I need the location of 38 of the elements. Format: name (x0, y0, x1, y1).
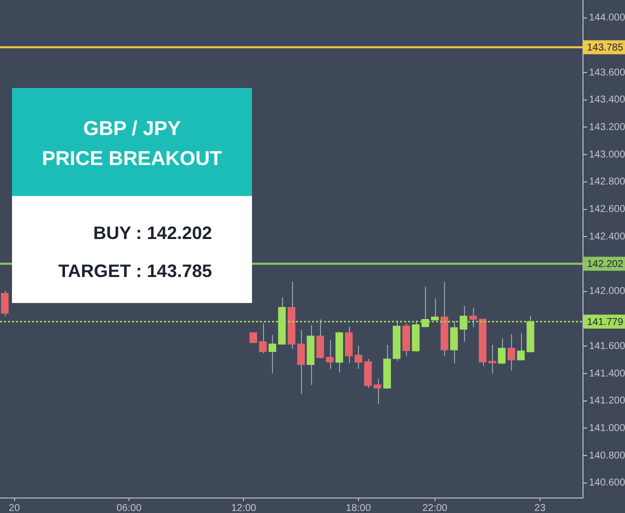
x-tick-label: 06:00 (116, 502, 142, 513)
x-tick-label: 23 (534, 502, 546, 513)
candlestick (507, 333, 516, 371)
candlestick (354, 346, 362, 370)
x-tick-label: 18:00 (346, 502, 372, 513)
y-tick-label: 143.600 (589, 67, 625, 78)
y-tick-label: 140.800 (589, 450, 625, 462)
y-tick-label: 141.000 (589, 422, 625, 434)
candlestick (259, 322, 267, 354)
candlestick (345, 326, 353, 364)
candlestick (0, 290, 9, 317)
annotation: TARGET : 143.785 (57, 260, 212, 283)
ref-line-label: 143.785 (587, 42, 624, 54)
y-tick-label: 140.600 (589, 478, 625, 489)
y-tick-label: 143.400 (589, 94, 625, 106)
candlestick (517, 332, 525, 360)
y-tick-label: 142.600 (589, 204, 625, 216)
ref-line-label: 142.202 (587, 259, 624, 270)
ref-line-label: 141.779 (587, 316, 624, 328)
candlestick (469, 307, 477, 328)
candlestick (316, 318, 324, 359)
y-tick-label: 144.000 (589, 12, 625, 24)
y-tick-label: 142.400 (589, 231, 625, 242)
x-tick-label: 20 (8, 502, 20, 513)
x-tick-label: 22:00 (422, 502, 448, 513)
candlestick (326, 339, 334, 370)
y-tick-label: 143.000 (589, 149, 625, 160)
candlestick (498, 338, 506, 364)
y-tick-label: 141.400 (589, 368, 625, 380)
y-tick-label: 141.200 (589, 396, 625, 407)
y-tick-label: 142.000 (589, 286, 625, 298)
y-tick-label: 141.600 (589, 340, 625, 352)
candlestick (268, 334, 276, 374)
y-tick-label: 142.800 (589, 176, 625, 188)
y-tick-label: 143.200 (589, 122, 625, 133)
candlestick (249, 332, 258, 344)
annotation: BUY : 142.202 (92, 222, 212, 245)
x-tick-label: 12:00 (231, 502, 257, 513)
